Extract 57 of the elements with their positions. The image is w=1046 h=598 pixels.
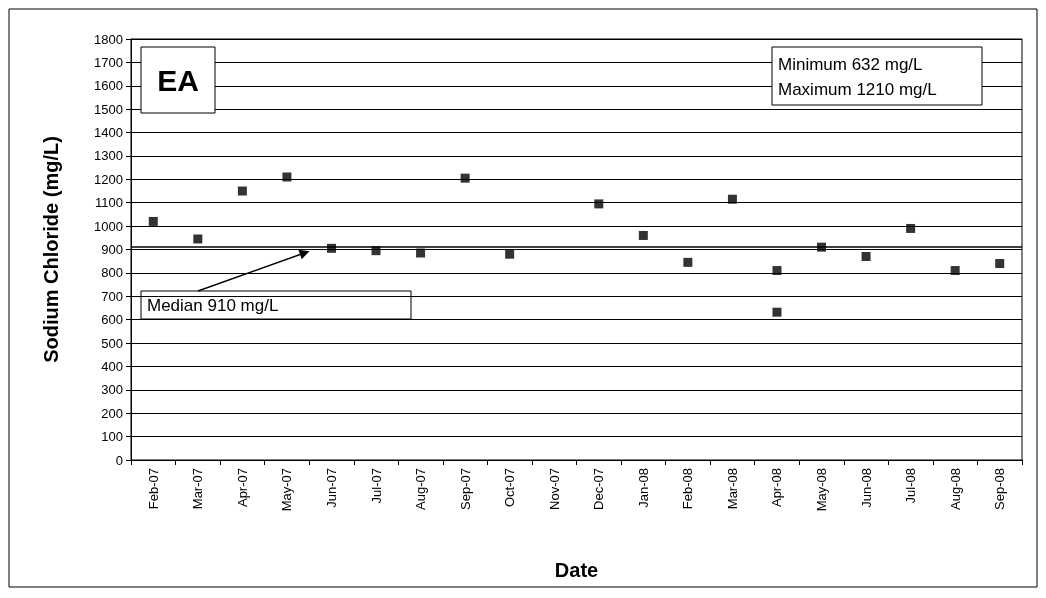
y-tick-label: 1100: [95, 195, 123, 211]
point: [906, 223, 916, 233]
y-tick-label: 1400: [94, 125, 123, 141]
point: [193, 234, 203, 244]
y-tick-label: 1000: [94, 218, 123, 234]
y-axis-title: Sodium Chloride (mg/L): [40, 136, 62, 363]
x-tick-label: Aug-07: [413, 468, 429, 510]
point: [416, 248, 426, 258]
y-tick-label: 300: [101, 382, 123, 398]
x-tick-label: Oct-07: [502, 468, 518, 508]
y-tick-label: 500: [101, 335, 123, 351]
x-tick-label: Apr-08: [769, 468, 785, 508]
y-tick-label: 1600: [94, 78, 123, 94]
point: [995, 259, 1005, 269]
y-tick-label: 1800: [94, 31, 123, 47]
y-tick-label: 100: [101, 429, 123, 445]
annotation: EA: [157, 63, 199, 97]
annotation: Minimum 632 mg/L: [778, 55, 923, 74]
x-tick-label: Jun-07: [323, 468, 339, 508]
point: [460, 173, 470, 183]
x-tick-label: May-08: [814, 468, 830, 512]
x-tick-label: Jan-08: [635, 468, 651, 508]
x-tick-label: Sep-08: [992, 468, 1008, 510]
y-tick-label: 600: [101, 312, 123, 328]
point: [772, 307, 782, 317]
x-tick-label: Mar-08: [724, 468, 740, 510]
point: [148, 216, 158, 226]
y-tick-label: 0: [115, 452, 123, 468]
x-tick-label: Jul-07: [368, 468, 384, 504]
y-tick-label: 1700: [94, 54, 123, 70]
x-tick-label: May-07: [279, 468, 295, 512]
point: [282, 172, 292, 182]
point: [950, 266, 960, 276]
ref-line-label: Median 910 mg/L: [147, 295, 279, 315]
x-tick-label: Apr-07: [234, 468, 250, 508]
x-tick-label: Nov-07: [546, 468, 562, 510]
x-tick-label: Mar-07: [190, 468, 206, 510]
y-tick-label: 400: [101, 358, 123, 374]
point: [505, 249, 515, 259]
x-tick-label: Feb-08: [680, 468, 696, 510]
point: [237, 186, 247, 196]
x-tick-label: Jul-08: [903, 468, 919, 504]
annotation: Maximum 1210 mg/L: [778, 80, 937, 99]
y-tick-label: 200: [101, 405, 123, 421]
x-axis-title: Date: [554, 559, 599, 581]
y-tick-label: 1200: [94, 171, 123, 187]
x-tick-label: Jun-08: [858, 468, 874, 508]
x-tick-label: Feb-07: [145, 468, 161, 510]
point: [861, 252, 871, 262]
x-tick-label: Sep-07: [457, 468, 473, 510]
x-tick-label: Dec-07: [591, 468, 607, 510]
y-tick-label: 800: [101, 265, 123, 281]
x-tick-label: Aug-08: [947, 468, 963, 510]
y-tick-label: 700: [101, 288, 123, 304]
y-tick-label: 1500: [94, 101, 123, 117]
y-tick-label: 1300: [94, 148, 123, 164]
y-tick-label: 900: [101, 242, 123, 257]
